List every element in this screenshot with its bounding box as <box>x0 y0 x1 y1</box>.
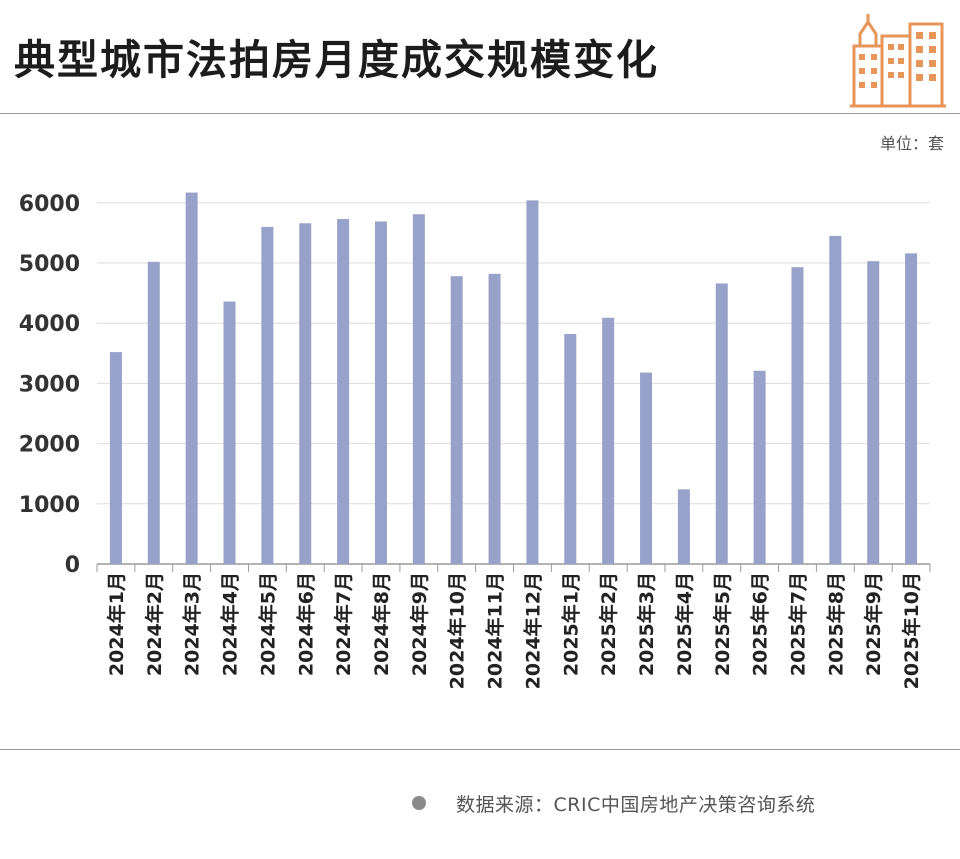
x-tick-label: 2025年5月 <box>711 572 734 676</box>
city-buildings-icon <box>850 14 946 108</box>
x-tick-label: 2025年1月 <box>559 572 582 676</box>
bar <box>791 267 804 564</box>
x-tick-label: 2025年9月 <box>862 572 885 676</box>
y-tick-label: 5000 <box>19 252 80 277</box>
x-tick-label: 2024年11月 <box>484 572 507 689</box>
bar <box>640 372 653 564</box>
x-tick-label: 2024年4月 <box>219 572 242 676</box>
header-divider <box>0 113 960 114</box>
x-tick-label: 2024年9月 <box>408 572 431 676</box>
bar <box>109 352 122 564</box>
x-tick-label: 2024年12月 <box>521 572 544 689</box>
x-tick-label: 2024年10月 <box>446 572 469 689</box>
bar <box>488 273 501 564</box>
bar <box>602 317 615 564</box>
y-tick-label: 2000 <box>19 433 80 458</box>
bar <box>526 200 539 564</box>
x-tick-label: 2025年4月 <box>673 572 696 676</box>
footer-divider <box>0 749 960 750</box>
x-tick-label: 2024年5月 <box>256 572 279 676</box>
unit-label: 单位：套 <box>879 134 944 153</box>
y-tick-label: 6000 <box>19 192 80 217</box>
x-tick-label: 2025年2月 <box>597 572 620 676</box>
bar <box>374 221 387 564</box>
bullet-dot-icon <box>412 796 426 810</box>
x-tick-label: 2024年2月 <box>143 572 166 676</box>
bar <box>412 214 425 564</box>
bar <box>185 192 198 565</box>
x-tick-label: 2024年6月 <box>294 572 317 676</box>
x-tick-label: 2024年1月 <box>105 572 128 676</box>
bar <box>450 276 463 564</box>
bar <box>337 219 350 564</box>
x-tick-label: 2025年10月 <box>900 572 923 689</box>
source-note: 数据来源：CRIC中国房地产决策咨询系统 <box>456 794 816 816</box>
bar <box>299 223 312 564</box>
y-tick-label: 3000 <box>19 372 80 397</box>
x-tick-label: 2025年6月 <box>749 572 772 676</box>
x-tick-label: 2025年7月 <box>786 572 809 676</box>
x-tick-label: 2024年3月 <box>181 572 204 676</box>
bar <box>223 301 236 564</box>
x-tick-label: 2025年3月 <box>635 572 658 676</box>
x-tick-label: 2025年8月 <box>824 572 847 676</box>
bar <box>867 261 880 564</box>
y-tick-label: 0 <box>65 553 80 578</box>
bar <box>715 283 728 564</box>
bar <box>829 235 842 564</box>
y-tick-label: 4000 <box>19 312 80 337</box>
bar <box>261 226 274 564</box>
bar <box>753 370 766 564</box>
bar-chart: 0 1000 2000 3000 4000 5000 6000 2024年1月 2024年2月 2… <box>19 192 931 689</box>
bar <box>905 253 918 565</box>
bar <box>677 489 690 564</box>
bar <box>564 334 577 564</box>
x-tick-label: 2024年7月 <box>332 572 355 676</box>
chart-title: 典型城市法拍房月度成交规模变化 <box>14 36 659 84</box>
y-tick-label: 1000 <box>19 493 80 518</box>
x-tick-label: 2024年8月 <box>370 572 393 676</box>
bar <box>147 261 160 564</box>
